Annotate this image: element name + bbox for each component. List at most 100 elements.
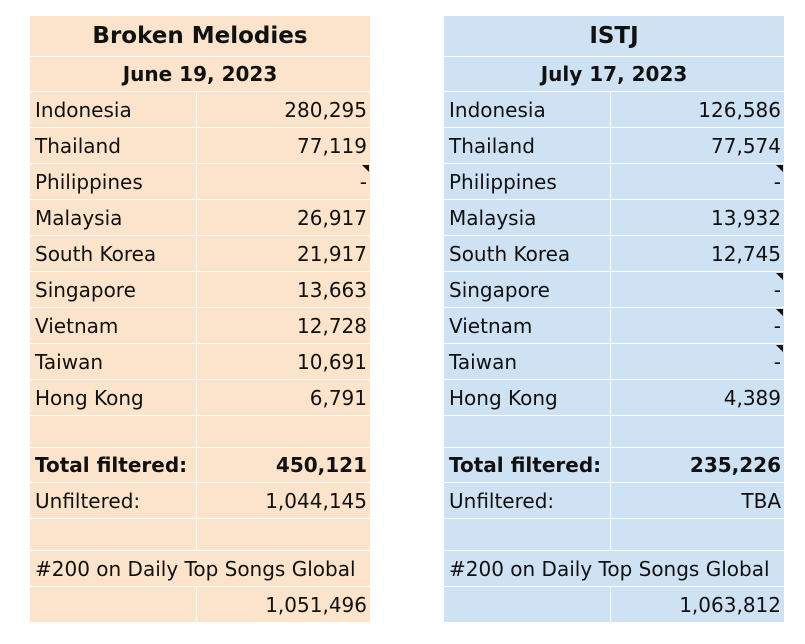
unfiltered-value[interactable]: 1,044,145 (265, 488, 367, 513)
country-cell[interactable]: Vietnam (30, 308, 197, 343)
value-cell[interactable]: 77,574 (711, 133, 781, 158)
table-row[interactable]: Hong Kong 4,389 (444, 380, 784, 416)
value-cell[interactable]: - (773, 313, 781, 338)
value-cell[interactable]: 77,119 (297, 133, 367, 158)
table-row[interactable]: Malaysia 13,932 (444, 200, 784, 236)
country-cell[interactable]: Indonesia (30, 92, 197, 127)
value-cell[interactable]: 12,728 (297, 313, 367, 338)
table-row[interactable]: South Korea 12,745 (444, 236, 784, 272)
value-cell[interactable]: - (359, 169, 367, 194)
blank-row (444, 519, 784, 551)
blank-row (444, 416, 784, 448)
table-row[interactable]: Singapore 13,663 (30, 272, 370, 308)
comment-indicator-icon (776, 345, 783, 352)
date-row: June 19, 2023 (30, 57, 370, 92)
empty-cell[interactable] (444, 587, 611, 622)
country-cell[interactable]: Hong Kong (30, 380, 197, 415)
table-row[interactable]: Philippines - (30, 164, 370, 200)
country-cell[interactable]: Thailand (444, 128, 611, 163)
unfiltered-row: Unfiltered: 1,044,145 (30, 483, 370, 519)
chart-rank-label[interactable]: #200 on Daily Top Songs Global (449, 556, 770, 581)
empty-cell[interactable] (611, 519, 784, 550)
empty-cell[interactable] (444, 519, 611, 550)
value-cell[interactable]: 10,691 (297, 349, 367, 374)
empty-cell[interactable] (197, 519, 370, 550)
country-cell[interactable]: Vietnam (444, 308, 611, 343)
empty-cell[interactable] (30, 519, 197, 550)
empty-cell[interactable] (444, 416, 611, 447)
comment-indicator-icon (776, 165, 783, 172)
unfiltered-value[interactable]: TBA (741, 488, 781, 513)
chart-rank-value[interactable]: 1,051,496 (265, 592, 367, 617)
table-row[interactable]: Indonesia 280,295 (30, 92, 370, 128)
value-cell[interactable]: 13,932 (711, 205, 781, 230)
total-label[interactable]: Total filtered: (444, 448, 611, 482)
table-row[interactable]: Hong Kong 6,791 (30, 380, 370, 416)
value-cell[interactable]: 13,663 (297, 277, 367, 302)
chart-rank-label[interactable]: #200 on Daily Top Songs Global (35, 556, 356, 581)
value-cell[interactable]: 280,295 (284, 97, 367, 122)
table-istj: ISTJ July 17, 2023 Indonesia 126,586 Thailan… (444, 16, 784, 622)
value-cell[interactable]: - (773, 169, 781, 194)
table-row[interactable]: Singapore - (444, 272, 784, 308)
comment-indicator-icon (776, 309, 783, 316)
country-cell[interactable]: Malaysia (30, 200, 197, 235)
country-cell[interactable]: Malaysia (444, 200, 611, 235)
country-cell[interactable]: Taiwan (444, 344, 611, 379)
comment-indicator-icon (362, 165, 369, 172)
table-title: ISTJ (589, 23, 639, 49)
title-row: Broken Melodies (30, 16, 370, 57)
empty-cell[interactable] (611, 416, 784, 447)
table-row[interactable]: Indonesia 126,586 (444, 92, 784, 128)
value-cell[interactable]: 12,745 (711, 241, 781, 266)
country-cell[interactable]: Indonesia (444, 92, 611, 127)
table-date: July 17, 2023 (540, 62, 688, 86)
chart-value-row: 1,051,496 (30, 587, 370, 622)
total-value[interactable]: 450,121 (275, 453, 367, 477)
empty-cell[interactable] (30, 587, 197, 622)
blank-row (30, 519, 370, 551)
country-cell[interactable]: Philippines (444, 164, 611, 199)
value-cell[interactable]: - (773, 349, 781, 374)
table-row[interactable]: Philippines - (444, 164, 784, 200)
value-cell[interactable]: 6,791 (309, 385, 367, 410)
table-row[interactable]: Taiwan - (444, 344, 784, 380)
chart-label-row: #200 on Daily Top Songs Global (444, 551, 784, 587)
country-cell[interactable]: Philippines (30, 164, 197, 199)
empty-cell[interactable] (197, 416, 370, 447)
value-cell[interactable]: 4,389 (723, 385, 781, 410)
table-row[interactable]: Vietnam 12,728 (30, 308, 370, 344)
chart-rank-value[interactable]: 1,063,812 (679, 592, 781, 617)
table-date: June 19, 2023 (122, 62, 278, 86)
table-row[interactable]: Vietnam - (444, 308, 784, 344)
table-row[interactable]: Thailand 77,119 (30, 128, 370, 164)
country-cell[interactable]: South Korea (444, 236, 611, 271)
country-cell[interactable]: Singapore (30, 272, 197, 307)
date-row: July 17, 2023 (444, 57, 784, 92)
total-row: Total filtered: 450,121 (30, 448, 370, 483)
country-cell[interactable]: Thailand (30, 128, 197, 163)
empty-cell[interactable] (30, 416, 197, 447)
table-row[interactable]: Taiwan 10,691 (30, 344, 370, 380)
value-cell[interactable]: 21,917 (297, 241, 367, 266)
table-title: Broken Melodies (92, 23, 308, 49)
title-row: ISTJ (444, 16, 784, 57)
country-cell[interactable]: South Korea (30, 236, 197, 271)
table-row[interactable]: South Korea 21,917 (30, 236, 370, 272)
total-label[interactable]: Total filtered: (30, 448, 197, 482)
chart-value-row: 1,063,812 (444, 587, 784, 622)
country-cell[interactable]: Singapore (444, 272, 611, 307)
unfiltered-label[interactable]: Unfiltered: (444, 483, 611, 518)
blank-row (30, 416, 370, 448)
value-cell[interactable]: 26,917 (297, 205, 367, 230)
unfiltered-label[interactable]: Unfiltered: (30, 483, 197, 518)
value-cell[interactable]: - (773, 277, 781, 302)
table-row[interactable]: Malaysia 26,917 (30, 200, 370, 236)
comment-indicator-icon (776, 273, 783, 280)
total-row: Total filtered: 235,226 (444, 448, 784, 483)
country-cell[interactable]: Hong Kong (444, 380, 611, 415)
value-cell[interactable]: 126,586 (698, 97, 781, 122)
total-value[interactable]: 235,226 (689, 453, 781, 477)
country-cell[interactable]: Taiwan (30, 344, 197, 379)
table-row[interactable]: Thailand 77,574 (444, 128, 784, 164)
